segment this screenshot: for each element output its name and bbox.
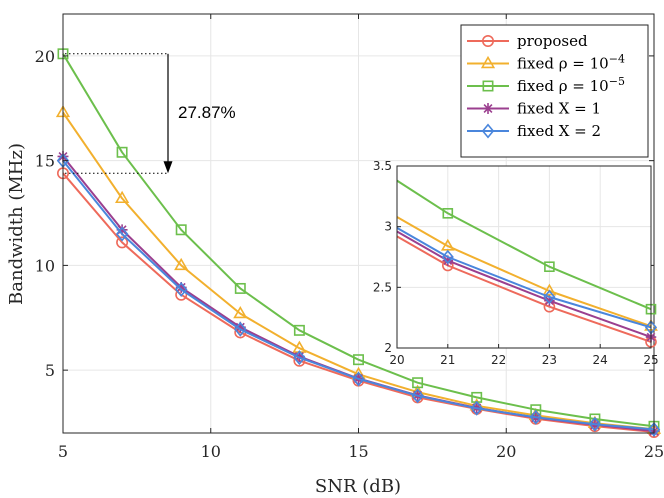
annotation: 27.87% — [65, 53, 236, 174]
data-point — [293, 350, 306, 366]
inset-y-tick-label: 3 — [384, 220, 392, 234]
inset-data-point — [544, 295, 555, 306]
data-point — [114, 190, 130, 204]
data-point — [233, 306, 248, 319]
inset-series-line — [396, 227, 652, 329]
data-point — [174, 257, 189, 271]
inset-data-point — [544, 261, 555, 273]
inset-y-tick-label: 3.5 — [373, 159, 392, 173]
x-axis-label: SNR (dB) — [315, 476, 401, 497]
y-tick-label: 20 — [35, 47, 55, 66]
inset-data-point — [543, 289, 556, 305]
inset-y-tick-label: 2 — [384, 341, 392, 355]
y-tick-label: 5 — [45, 361, 55, 380]
data-point — [175, 281, 187, 293]
inset-y-tick-label: 2.5 — [373, 280, 392, 294]
data-point — [470, 400, 483, 416]
y-axis-label: Bandwidth (MHz) — [6, 143, 27, 305]
data-point — [529, 409, 543, 425]
data-point — [116, 224, 128, 236]
data-point — [647, 421, 661, 437]
inset-data-point — [442, 208, 454, 219]
x-tick-label: 10 — [201, 442, 221, 461]
legend-marker — [482, 80, 494, 92]
inset-x-tick-label: 21 — [440, 353, 455, 367]
data-point — [588, 416, 602, 432]
y-tick-label: 10 — [35, 256, 55, 275]
data-point — [116, 146, 128, 158]
inset-series-line — [396, 179, 652, 311]
inset-x-tick-label: 25 — [643, 353, 658, 367]
legend-label: fixed X = 2 — [517, 122, 601, 140]
data-point — [353, 354, 364, 366]
annotation-arrow-head — [163, 161, 173, 174]
legend-marker — [481, 123, 495, 139]
inset-data-point — [442, 255, 454, 266]
data-point — [352, 371, 365, 387]
data-point — [115, 226, 129, 242]
data-point — [175, 224, 187, 236]
legend-label: fixed X = 1 — [517, 100, 601, 118]
data-point — [116, 236, 129, 249]
inset-x-tick-label: 22 — [491, 353, 506, 367]
data-point — [234, 321, 246, 333]
x-tick-label: 15 — [348, 442, 368, 461]
inset-x-tick-label: 23 — [542, 353, 557, 367]
data-point — [412, 377, 424, 389]
inset-data-point — [441, 249, 454, 265]
inset-data-point — [542, 283, 557, 296]
series-line — [62, 53, 655, 428]
legend-marker — [482, 103, 494, 114]
inset-plot: 20 21 22 23 24 25 2 2.5 3 3.5 — [373, 159, 659, 367]
legend-marker — [481, 34, 494, 47]
inset-series-line — [396, 216, 652, 328]
inset-x-tick-label: 24 — [593, 353, 608, 367]
data-point — [293, 324, 305, 336]
series-line — [62, 159, 655, 431]
x-tick-label: 20 — [496, 442, 516, 461]
inset-series-line — [396, 230, 652, 339]
data-point — [411, 388, 424, 404]
data-point — [174, 282, 188, 297]
main-series — [55, 48, 662, 438]
annotation-percentage: 27.87% — [178, 103, 236, 122]
main-ticks: 5 10 15 20 25 5 10 15 20 — [35, 14, 664, 461]
legend-label: fixed ρ = 10−4 — [517, 53, 625, 73]
y-tick-label: 15 — [35, 152, 55, 171]
inset-ticks: 20 21 22 23 24 25 2 2.5 3 3.5 — [373, 159, 659, 367]
legend-marker — [480, 55, 496, 69]
inset-axes-frame — [396, 165, 652, 349]
x-tick-label: 5 — [58, 442, 68, 461]
legend-label: fixed ρ = 10−5 — [517, 75, 625, 95]
inset-series-line — [396, 235, 652, 343]
inset-x-tick-label: 20 — [389, 353, 404, 367]
data-point — [234, 282, 246, 294]
legend-label: proposed — [517, 32, 588, 50]
data-point — [234, 321, 247, 337]
x-tick-label: 25 — [644, 442, 664, 461]
